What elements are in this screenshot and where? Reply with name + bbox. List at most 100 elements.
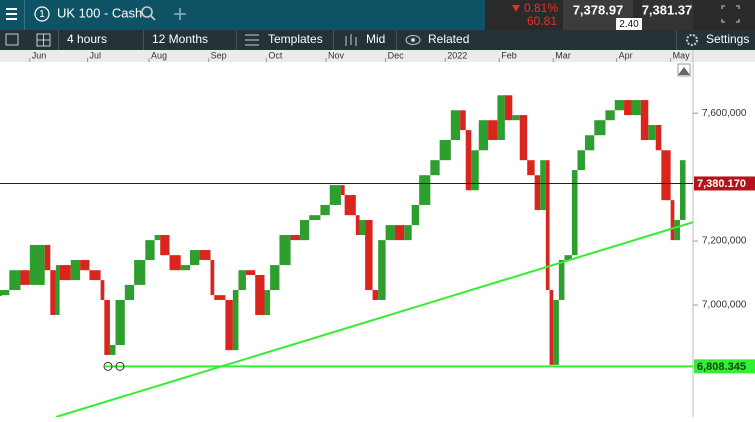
candle xyxy=(534,175,541,211)
candle xyxy=(404,225,412,241)
candle xyxy=(320,204,330,216)
candle xyxy=(104,299,110,355)
x-tick-label: Apr xyxy=(619,50,633,60)
related[interactable]: Related xyxy=(428,32,469,46)
settings-icon[interactable] xyxy=(686,34,698,46)
price-axis xyxy=(693,62,755,417)
x-tick-label: Sep xyxy=(211,50,227,60)
candle xyxy=(577,150,585,171)
candle xyxy=(661,150,671,201)
anchor-handle xyxy=(103,361,113,371)
candle xyxy=(631,100,641,116)
plot xyxy=(0,95,693,417)
candle xyxy=(115,299,125,346)
candle xyxy=(232,290,239,351)
candle xyxy=(299,219,310,241)
price-tag-label: 6,808.345 xyxy=(697,361,746,373)
candle xyxy=(329,185,341,205)
candle xyxy=(545,160,550,291)
candle xyxy=(558,259,565,300)
candle xyxy=(549,290,554,365)
candle xyxy=(255,275,265,315)
candle xyxy=(180,265,191,271)
x-tick-label: Jun xyxy=(32,50,47,60)
candle xyxy=(29,244,45,285)
x-tick-label: Nov xyxy=(328,50,345,60)
candle xyxy=(109,345,116,355)
candle xyxy=(309,215,321,220)
anchor-handle xyxy=(115,361,125,371)
candle xyxy=(372,290,379,300)
candle xyxy=(210,259,215,296)
settings[interactable]: Settings xyxy=(706,32,749,46)
layout-icon[interactable] xyxy=(36,33,51,47)
candle xyxy=(527,160,535,176)
spread: 2.40 xyxy=(619,19,639,30)
sell-price[interactable]: 7,378.97 xyxy=(573,2,624,17)
candle xyxy=(50,270,56,315)
x-tick-label: Oct xyxy=(268,50,283,60)
buy-box[interactable] xyxy=(642,0,693,30)
interval[interactable]: 4 hours xyxy=(67,32,107,46)
candle xyxy=(504,95,513,121)
price-mode[interactable]: Mid xyxy=(366,32,385,46)
candle xyxy=(488,120,498,141)
templates[interactable]: Templates xyxy=(268,32,323,46)
candle xyxy=(378,240,386,300)
x-tick-label: 2022 xyxy=(447,50,467,60)
candle xyxy=(411,204,420,226)
candle xyxy=(624,100,632,116)
candle xyxy=(134,259,146,285)
candle xyxy=(394,225,405,241)
x-tick-label: Dec xyxy=(388,50,405,60)
candle xyxy=(145,240,155,260)
down-arrow xyxy=(512,5,520,12)
range[interactable]: 12 Months xyxy=(152,32,208,46)
candle xyxy=(214,295,226,300)
candle xyxy=(385,225,395,241)
candle xyxy=(100,280,105,300)
trendline xyxy=(55,221,693,417)
candle xyxy=(519,115,528,161)
plot-area xyxy=(0,62,693,417)
candle xyxy=(439,140,451,161)
price-tag-label: 7,380.170 xyxy=(697,178,746,190)
candle xyxy=(238,270,246,291)
candle xyxy=(584,135,595,151)
candle xyxy=(154,235,161,241)
candle xyxy=(190,250,200,266)
candle xyxy=(59,265,71,281)
candle xyxy=(674,219,680,241)
templates-icon[interactable] xyxy=(245,34,259,46)
price-tag xyxy=(694,176,755,191)
candle xyxy=(614,100,625,111)
buy-price[interactable]: 7,381.37 xyxy=(642,2,693,17)
scroll-up[interactable] xyxy=(678,67,690,75)
candle xyxy=(225,299,233,351)
instrument[interactable]: UK 100 - Cash xyxy=(57,5,142,20)
candle xyxy=(169,255,181,271)
related-icon[interactable] xyxy=(405,35,421,45)
candle xyxy=(571,170,578,256)
expand-icon[interactable] xyxy=(721,5,740,23)
candle xyxy=(540,160,546,211)
candle xyxy=(70,259,81,281)
x-tick-label: Aug xyxy=(151,50,167,60)
candle xyxy=(89,270,101,281)
x-tick-label: May xyxy=(673,50,691,60)
y-tick-label: 7,200,000 xyxy=(702,236,747,247)
candle xyxy=(359,219,366,236)
add-tab[interactable] xyxy=(174,8,186,20)
menu-icon[interactable] xyxy=(6,8,17,20)
x-tick-label: Jul xyxy=(90,50,102,60)
candle xyxy=(419,175,431,205)
candle xyxy=(0,290,10,296)
tab-number xyxy=(34,6,50,22)
price-tag xyxy=(694,359,755,374)
panel-icon[interactable] xyxy=(5,33,19,46)
candle xyxy=(245,270,256,275)
mid-icon[interactable] xyxy=(345,34,357,46)
candle xyxy=(365,219,373,291)
search-icon[interactable] xyxy=(141,6,156,21)
